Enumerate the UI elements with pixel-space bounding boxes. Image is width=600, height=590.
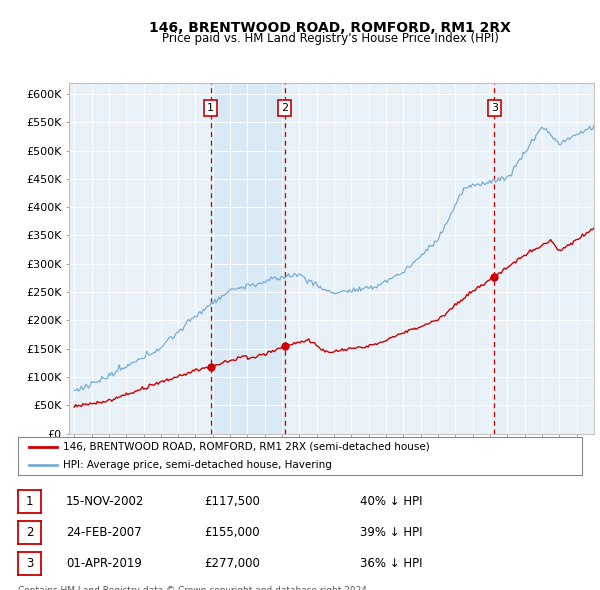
Text: 2: 2 [281,103,288,113]
Text: 146, BRENTWOOD ROAD, ROMFORD, RM1 2RX (semi-detached house): 146, BRENTWOOD ROAD, ROMFORD, RM1 2RX (s… [63,442,430,452]
Text: £117,500: £117,500 [204,495,260,509]
Text: 146, BRENTWOOD ROAD, ROMFORD, RM1 2RX: 146, BRENTWOOD ROAD, ROMFORD, RM1 2RX [149,21,511,35]
Text: Contains HM Land Registry data © Crown copyright and database right 2024.: Contains HM Land Registry data © Crown c… [18,586,370,590]
Text: Price paid vs. HM Land Registry's House Price Index (HPI): Price paid vs. HM Land Registry's House … [161,32,499,45]
Bar [211,83,285,434]
Text: 24-FEB-2007: 24-FEB-2007 [66,526,142,539]
Text: 3: 3 [26,556,33,570]
Text: £277,000: £277,000 [204,556,260,570]
Text: 1: 1 [26,495,33,509]
Text: £155,000: £155,000 [204,526,260,539]
Text: 2: 2 [26,526,33,539]
Text: 39% ↓ HPI: 39% ↓ HPI [360,526,422,539]
Text: 36% ↓ HPI: 36% ↓ HPI [360,556,422,570]
Text: 40% ↓ HPI: 40% ↓ HPI [360,495,422,509]
Text: 15-NOV-2002: 15-NOV-2002 [66,495,145,509]
Text: 3: 3 [491,103,498,113]
Text: 01-APR-2019: 01-APR-2019 [66,556,142,570]
Text: HPI: Average price, semi-detached house, Havering: HPI: Average price, semi-detached house,… [63,460,332,470]
Text: 1: 1 [207,103,214,113]
